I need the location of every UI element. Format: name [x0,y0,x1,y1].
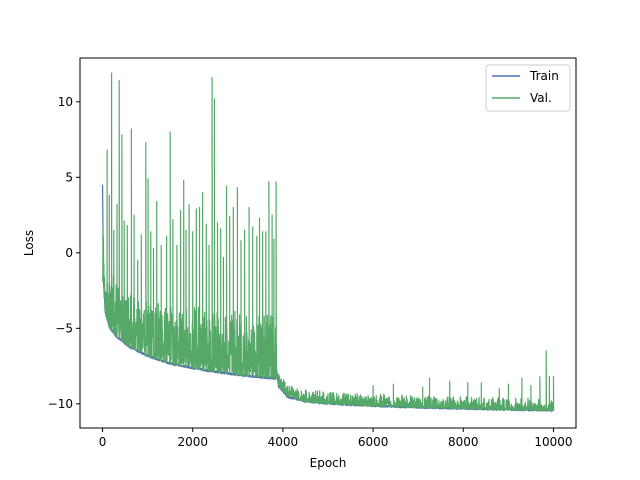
legend: Train Val. [485,64,571,112]
y-axis: −10 −5 0 5 10 [48,95,80,411]
series-layer [101,72,555,412]
y-tick-label: 5 [65,170,73,184]
y-tick-label: 0 [65,246,73,260]
x-tick-label: 8000 [448,435,479,449]
y-tick-label: 10 [58,95,73,109]
y-tick-label: −5 [55,321,73,335]
x-tick-label: 6000 [358,435,389,449]
y-axis-label: Loss [22,230,36,256]
series-line-val [101,72,555,412]
x-axis-label: Epoch [310,456,347,470]
x-axis: 0 2000 4000 6000 8000 10000 [99,428,573,449]
x-tick-label: 2000 [177,435,208,449]
x-tick-label: 10000 [534,435,572,449]
plot-frame [79,57,577,429]
legend-label-train: Train [529,69,559,83]
x-tick-label: 0 [99,435,107,449]
legend-label-val: Val. [530,91,552,105]
y-tick-label: −10 [48,397,73,411]
x-tick-label: 4000 [268,435,299,449]
